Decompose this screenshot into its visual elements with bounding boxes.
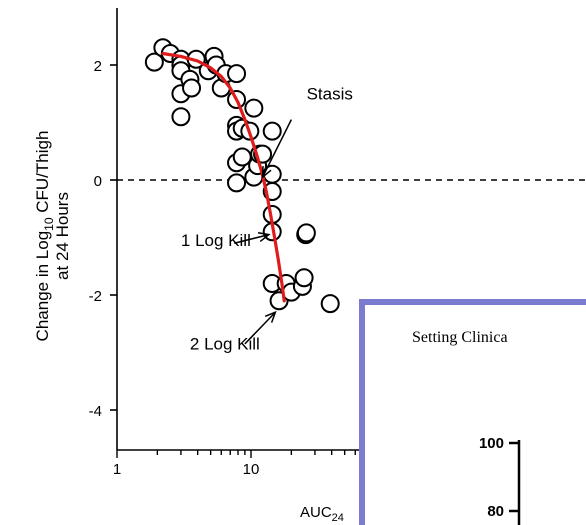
data-point — [320, 294, 340, 314]
annotation-arrow-stasis — [261, 119, 293, 178]
y-tick-label: 2 — [94, 58, 102, 75]
data-point — [171, 107, 191, 127]
annotation-2-log-kill: 2 Log Kill — [190, 335, 260, 354]
inset-tick-label-80: 80 — [487, 503, 504, 520]
data-point — [227, 64, 247, 84]
y-axis-label-line2: at 24 Hours — [53, 192, 72, 280]
data-point — [296, 223, 316, 243]
fit-curve — [161, 51, 286, 303]
data-point — [244, 98, 264, 118]
y-axis-label-subscript: 10 — [42, 217, 56, 231]
data-points — [144, 38, 340, 314]
y-ticks: 2 0 -2 -4 — [89, 58, 117, 420]
x-axis-label: AUC24 — [300, 504, 344, 524]
data-point — [144, 52, 164, 72]
annotation-arrowhead-2-log-kill — [264, 310, 277, 323]
data-point — [262, 121, 282, 141]
annotation-stasis: Stasis — [307, 85, 353, 104]
x-tick-label: 10 — [243, 461, 260, 478]
y-axis-label: Change in Log10 CFU/Thigh — [33, 131, 56, 342]
inset-title: Setting Clinica — [412, 329, 508, 346]
data-point — [182, 78, 202, 98]
x-axis-label-subscript: 24 — [332, 512, 344, 524]
annotation-arrowhead-stasis — [261, 166, 272, 179]
annotations: Stasis 1 Log Kill 2 Log Kill — [181, 85, 353, 354]
y-tick-label: 0 — [94, 173, 102, 190]
annotation-arrow-2-log-kill — [244, 311, 276, 345]
data-point — [232, 147, 252, 167]
annotation-arrowhead-1-log-kill — [257, 231, 271, 242]
inset-tick-label-100: 100 — [479, 435, 504, 452]
inset-border — [359, 299, 586, 525]
plot-area: 2 0 -2 -4 1 10 Stasis 1 Log Kill 2 Log Kill — [89, 8, 586, 478]
annotation-1-log-kill: 1 Log Kill — [181, 231, 251, 250]
data-point — [294, 268, 314, 288]
y-tick-label: -2 — [89, 288, 102, 305]
data-point — [227, 173, 247, 193]
annotation-arrow-1-log-kill — [234, 233, 270, 244]
x-ticks: 1 10 — [113, 450, 380, 478]
inset-panel: Setting Clinica 100 80 — [359, 299, 586, 525]
x-tick-label: 1 — [113, 461, 121, 478]
y-tick-label: -4 — [89, 403, 102, 420]
